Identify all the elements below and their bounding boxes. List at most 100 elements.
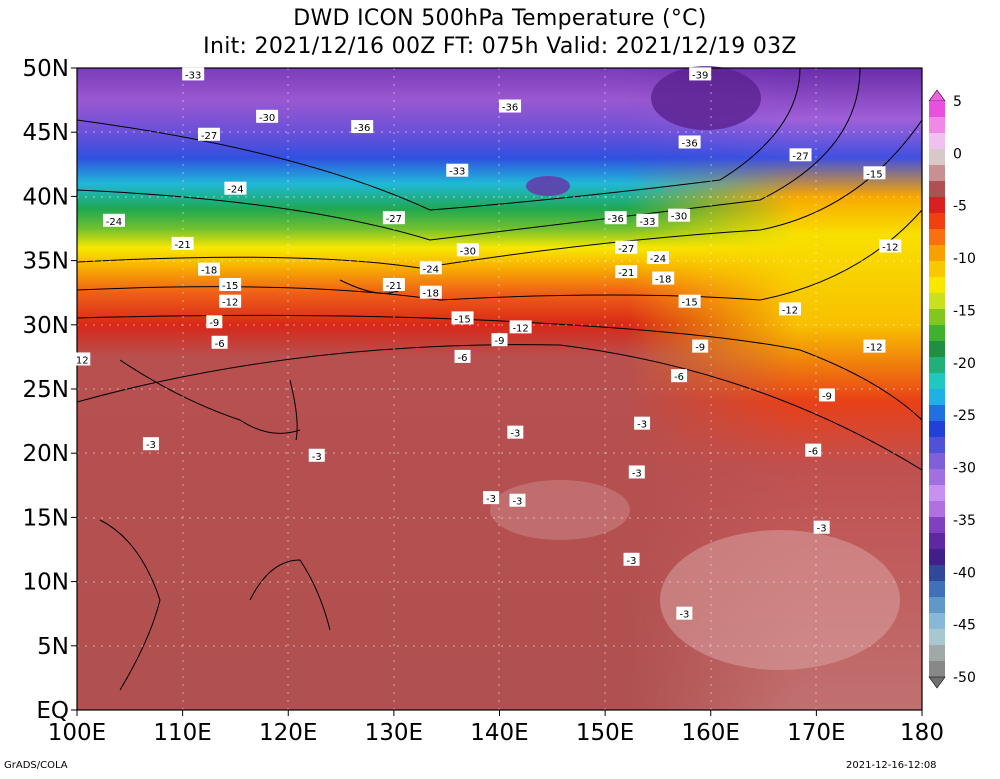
contour-label-box (308, 448, 325, 462)
contour-label-text: -27 (792, 151, 808, 162)
colorbar-m7 (929, 213, 945, 229)
contour-label-text: -33 (185, 70, 201, 81)
colorbar-label: -45 (953, 618, 976, 634)
lat-tick-label: 25N (23, 377, 69, 403)
contour-label-text: -36 (502, 103, 518, 114)
lat-tick-label: 45N (23, 120, 69, 146)
lon-tick-label: 140E (470, 720, 528, 746)
contour-label-text: -3 (632, 468, 642, 479)
contour-label: -15 (451, 311, 474, 325)
contour-label: -3 (308, 448, 325, 463)
lon-tick-label: 110E (153, 720, 211, 746)
contour-label-box (198, 127, 221, 141)
contour-label-box (382, 211, 405, 225)
colorbar-m58 (929, 629, 945, 645)
contour-label: -3 (509, 493, 526, 508)
contour-label: -6 (671, 369, 688, 383)
contour-label-box (863, 339, 886, 353)
contour-label-box (623, 552, 640, 566)
contour-label: -39 (689, 67, 712, 81)
contour-label-box (256, 109, 279, 123)
colorbar-m22 (929, 341, 945, 357)
contour-label-box (646, 251, 669, 265)
contour-label-text: -15 (866, 169, 882, 180)
contour-label-text: -30 (460, 246, 476, 257)
colorbar-m46 (929, 533, 945, 549)
colorbar-bottom-arrow (928, 676, 946, 689)
colorbar-m14 (929, 277, 945, 293)
colorbar-m60 (929, 645, 945, 661)
contour-label: -6 (211, 335, 228, 350)
contour-label-box (499, 99, 522, 113)
contour-label-box (446, 163, 469, 177)
contour-label: -27 (382, 211, 405, 225)
colorbar-m10 (929, 245, 945, 261)
contour-label-box (818, 388, 835, 402)
contour-label-text: -30 (671, 212, 687, 223)
contour-label: -27 (198, 127, 221, 142)
coastline (99, 279, 401, 691)
cold-core (651, 66, 761, 130)
contour-label: -24 (419, 261, 442, 275)
colorbar-m62 (929, 661, 945, 677)
contour-label-text: -15 (222, 281, 238, 292)
contour-label: -9 (491, 333, 508, 347)
contour-label: -3 (628, 465, 645, 479)
lat-tick-label: 5N (37, 634, 69, 660)
contour-label-box (419, 285, 442, 299)
contour-label-text: -15 (454, 314, 470, 325)
isotherm-lines (76, 67, 923, 471)
contour-label: -36 (678, 135, 701, 149)
contour-label-box (668, 208, 691, 222)
contour-label-text: -6 (215, 339, 225, 350)
colorbar-m20 (929, 325, 945, 341)
contour-label: -3 (634, 416, 651, 431)
colorbar-0 (929, 149, 945, 165)
contour-label-box (652, 271, 675, 285)
colorbar-label: 5 (953, 94, 962, 110)
contour-label-box (507, 425, 524, 439)
contour-label-box (509, 493, 526, 507)
colorbar-m28 (929, 389, 945, 405)
colorbar-label: -35 (953, 513, 976, 529)
contour-label-text: -6 (674, 372, 684, 383)
contour-label-box (491, 333, 508, 347)
contour-label-box (678, 294, 701, 308)
contour-label-text: -9 (822, 391, 832, 402)
contour-label-box (219, 294, 242, 308)
contour-label-text: -6 (458, 353, 468, 364)
contour-label: -27 (789, 148, 812, 162)
contour-label: -24 (224, 181, 247, 196)
contour-label: -3 (623, 552, 640, 567)
contour-label-box (224, 181, 247, 195)
contour-label: -3 (483, 491, 500, 505)
contour-label: -21 (615, 265, 638, 279)
contour-label-text: -18 (423, 289, 439, 300)
lon-tick-label: 120E (259, 720, 317, 746)
contour-label: -3 (142, 437, 159, 451)
colorbar-ticks: 5 0 -5 -10 -15 -20 -25 -30 -35 -40 -45 -50 (953, 94, 976, 686)
contour-label-text: -36 (608, 214, 624, 225)
colorbar-label: -10 (953, 251, 976, 267)
contour-label-text: -12 (782, 305, 798, 316)
footer-timestamp: 2021-12-16-12:08 (846, 760, 937, 771)
colorbar-m50 (929, 565, 945, 581)
contour-label: -3 (676, 606, 693, 621)
contour-label: -27 (615, 240, 638, 255)
colorbar-m32 (929, 421, 945, 437)
contour-label: -24 (646, 251, 669, 265)
contour-label-text: -12 (222, 298, 238, 309)
colorbar-m56 (929, 613, 945, 629)
contour-label-text: -12 (512, 323, 528, 334)
colorbar-m30 (929, 405, 945, 421)
colorbar-m24 (929, 357, 945, 373)
contour-label-box (813, 520, 830, 534)
contour-label-box (211, 335, 228, 349)
contour-label-box (615, 240, 638, 254)
colorbar-label: -30 (953, 461, 976, 477)
contour-label: -12 (863, 339, 886, 354)
contour-label: -12 (509, 320, 532, 334)
contour-label-layer: -33 -39 -30 -36 -36 -27 -36 -27 -33 -15 -24 -24 -27 -… (74, 67, 902, 621)
contour-label: -18 (198, 262, 221, 277)
contour-label-text: -36 (681, 138, 697, 149)
